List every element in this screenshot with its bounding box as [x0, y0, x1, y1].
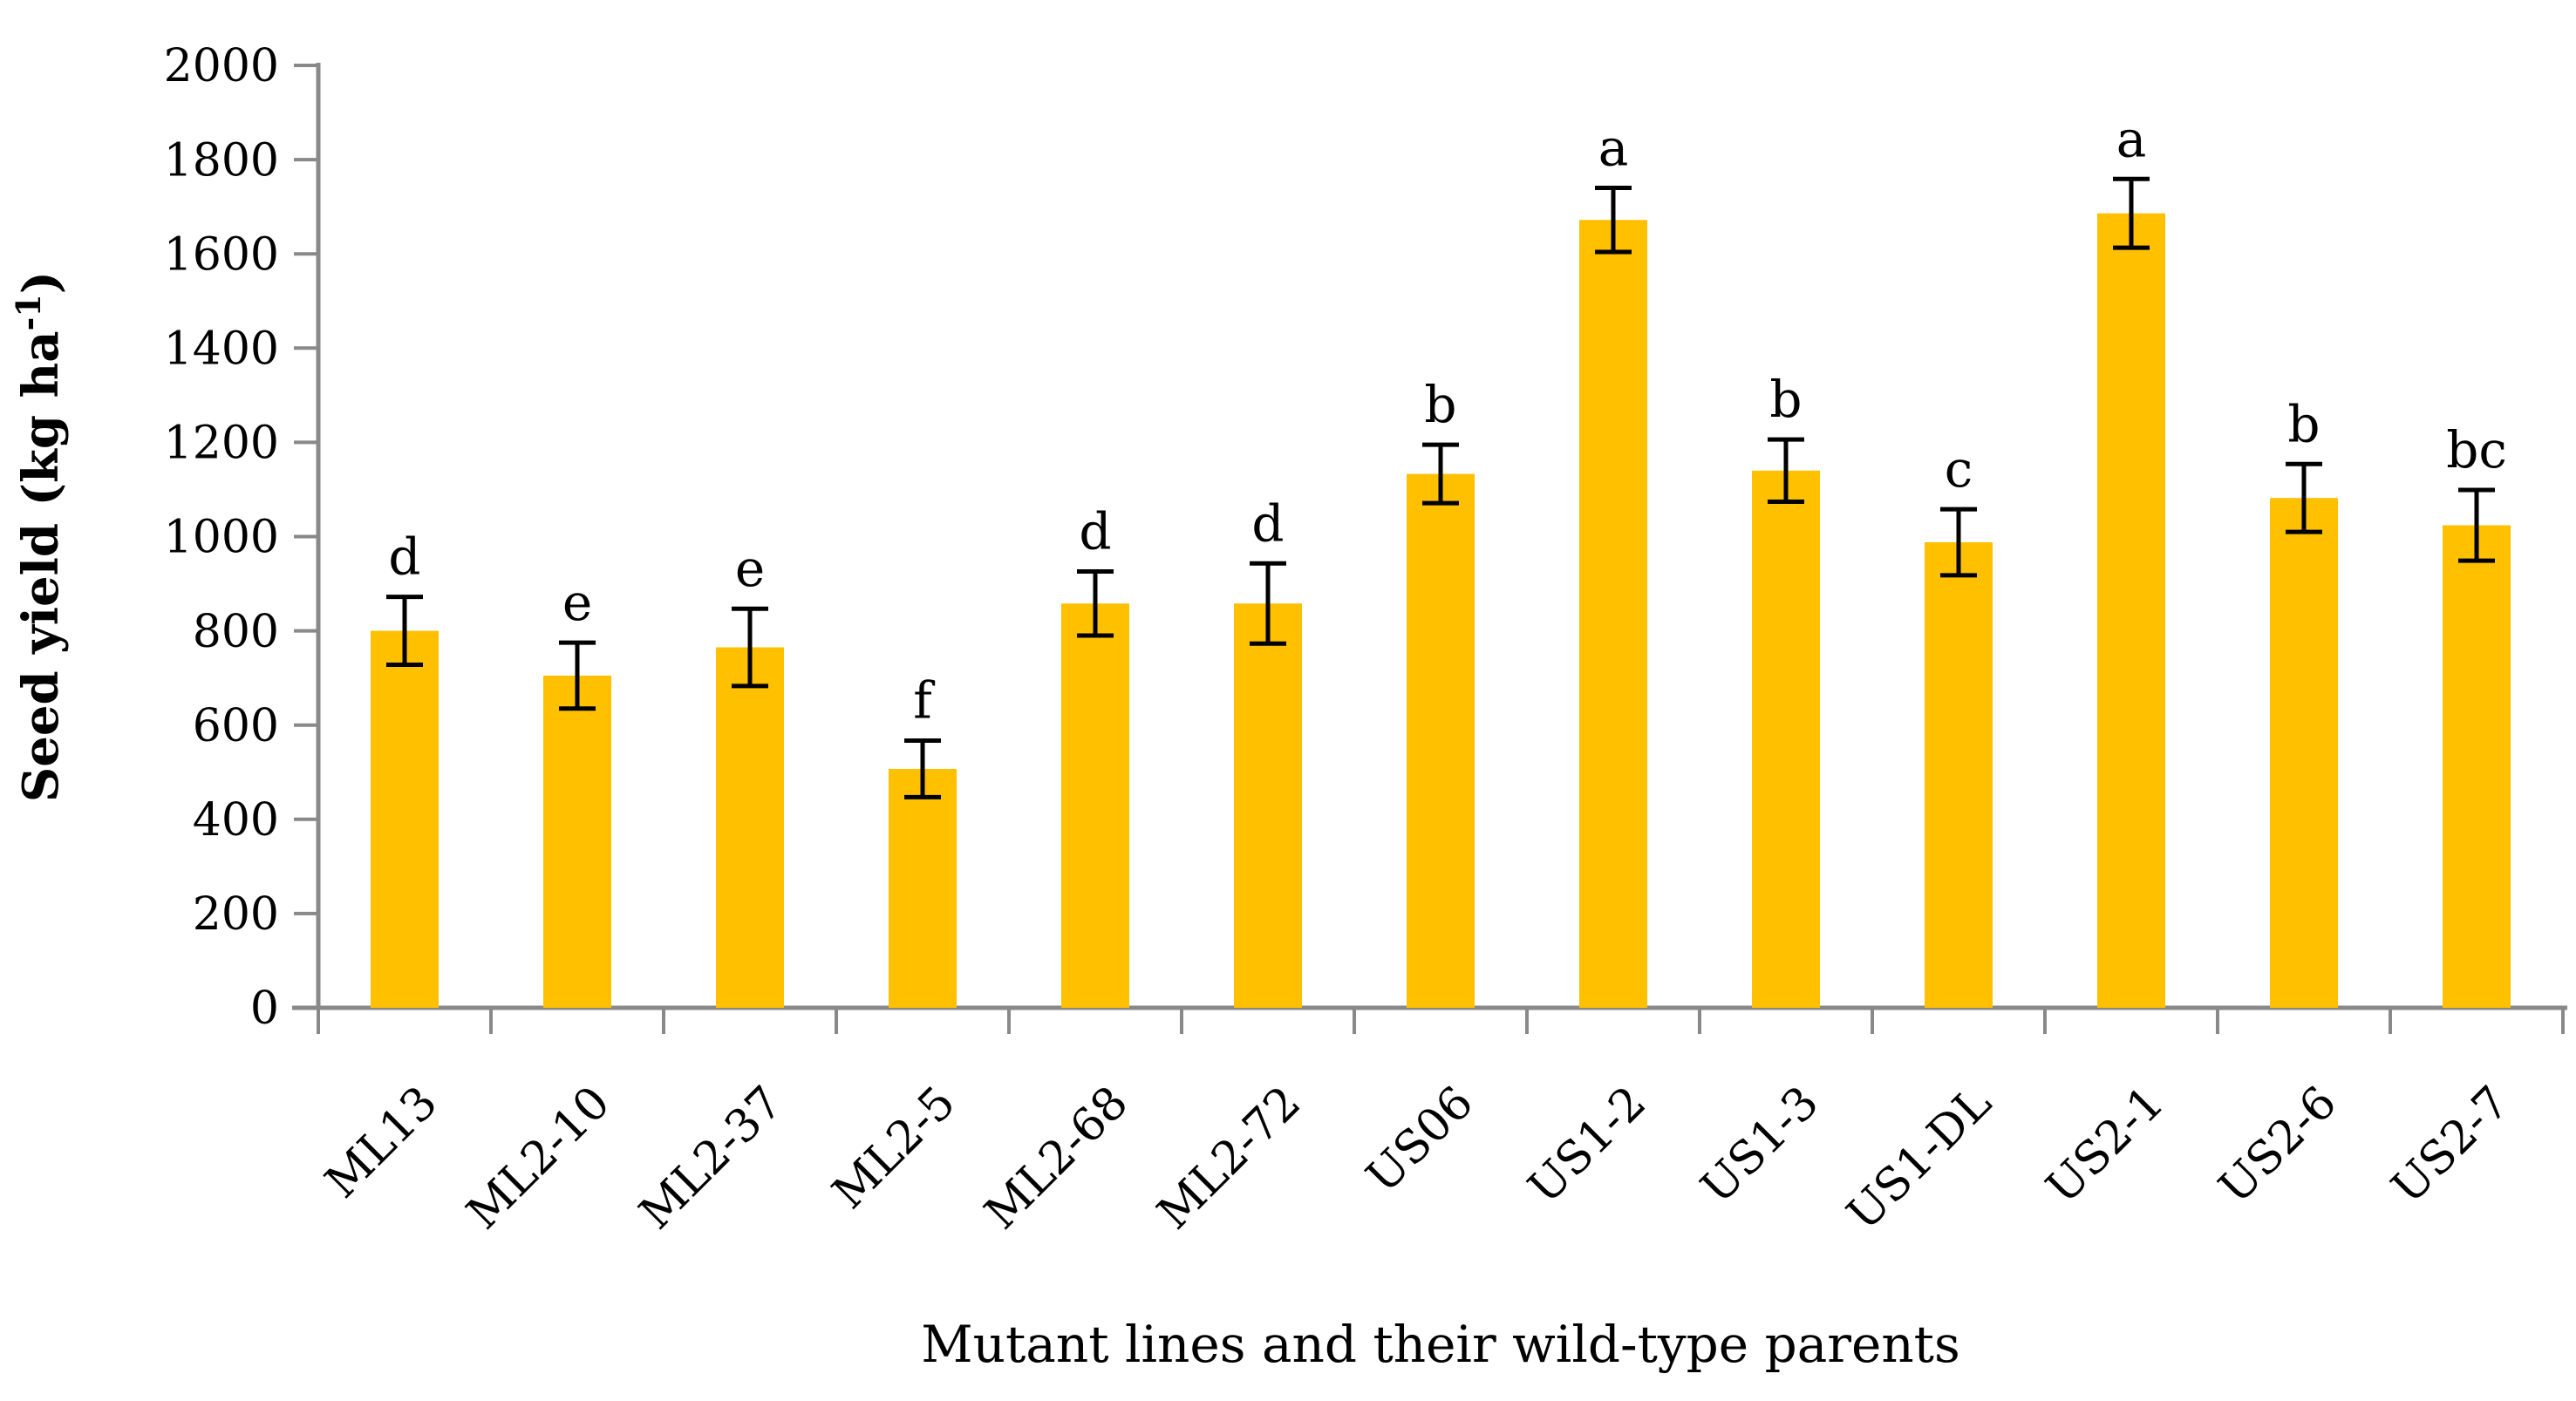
x-category-label-US2-6: US2-6 — [2209, 1077, 2347, 1214]
x-category-label-ML2-37: ML2-37 — [630, 1077, 793, 1240]
sig-letter-ML2-68: d — [1079, 501, 1111, 561]
bar-US2-6 — [2270, 498, 2338, 1008]
y-tick-label: 1600 — [164, 228, 279, 281]
x-axis-title: Mutant lines and their wild-type parents — [921, 1315, 1960, 1374]
x-category-label-ML2-72: ML2-72 — [1148, 1077, 1311, 1240]
y-tick-label: 1800 — [164, 134, 279, 187]
y-tick-label: 800 — [193, 606, 279, 658]
y-tick-label: 1200 — [164, 418, 279, 470]
sig-letter-US2-6: b — [2287, 394, 2320, 453]
bar-ML13 — [371, 630, 439, 1008]
bar-US06 — [1407, 473, 1475, 1008]
bar-US2-7 — [2443, 525, 2511, 1008]
y-tick-label: 2000 — [164, 40, 279, 92]
x-category-label-ML13: ML13 — [316, 1077, 447, 1208]
bar-ML2-10 — [543, 675, 611, 1008]
sig-letter-US1-3: b — [1769, 370, 1802, 429]
bar-US1-2 — [1579, 220, 1647, 1008]
sig-letter-US06: b — [1424, 375, 1456, 434]
y-tick-label: 1000 — [164, 512, 279, 564]
sig-letter-ML2-10: e — [562, 573, 592, 632]
sig-letter-ML13: d — [388, 527, 420, 587]
x-category-label-US1-2: US1-2 — [1518, 1077, 1656, 1214]
x-category-label-ML2-5: ML2-5 — [822, 1077, 965, 1220]
x-category-label-US1-DL: US1-DL — [1837, 1077, 2001, 1241]
sig-letter-ML2-5: f — [913, 671, 935, 731]
y-tick-label: 1400 — [164, 323, 279, 376]
x-category-label-ML2-10: ML2-10 — [457, 1077, 620, 1240]
y-tick-label: 400 — [193, 794, 279, 847]
bar-US1-DL — [1925, 541, 1993, 1008]
bar-US1-3 — [1752, 470, 1820, 1008]
sig-letter-ML2-72: d — [1251, 493, 1284, 553]
sig-letter-ML2-37: e — [735, 539, 765, 598]
bar-ML2-72 — [1234, 603, 1302, 1008]
y-tick-label: 200 — [193, 888, 279, 941]
x-category-label-ML2-68: ML2-68 — [975, 1077, 1138, 1240]
bar-ML2-37 — [716, 647, 784, 1008]
x-category-label-US06: US06 — [1357, 1077, 1483, 1203]
sig-letter-US1-2: a — [1598, 119, 1629, 178]
plot-area: 0 200 400 600 800 1000 1200 1400 1600 1800 2000 d ML… — [9, 40, 2567, 1241]
sig-letter-US2-1: a — [2116, 109, 2147, 168]
y-tick-label: 0 — [250, 983, 279, 1035]
bar-ML2-5 — [889, 768, 957, 1008]
x-category-label-US1-3: US1-3 — [1691, 1077, 1829, 1214]
x-category-label-US2-7: US2-7 — [2382, 1077, 2519, 1214]
bar-US2-1 — [2097, 213, 2165, 1009]
sig-letter-US1-DL: c — [1945, 439, 1973, 499]
y-axis-title: Seed yield (kg ha-1) — [9, 271, 70, 802]
bar-ML2-68 — [1061, 603, 1129, 1008]
y-tick-label: 600 — [193, 700, 279, 752]
sig-letter-US2-7: bc — [2446, 420, 2507, 479]
x-category-label-US2-1: US2-1 — [2036, 1077, 2174, 1214]
